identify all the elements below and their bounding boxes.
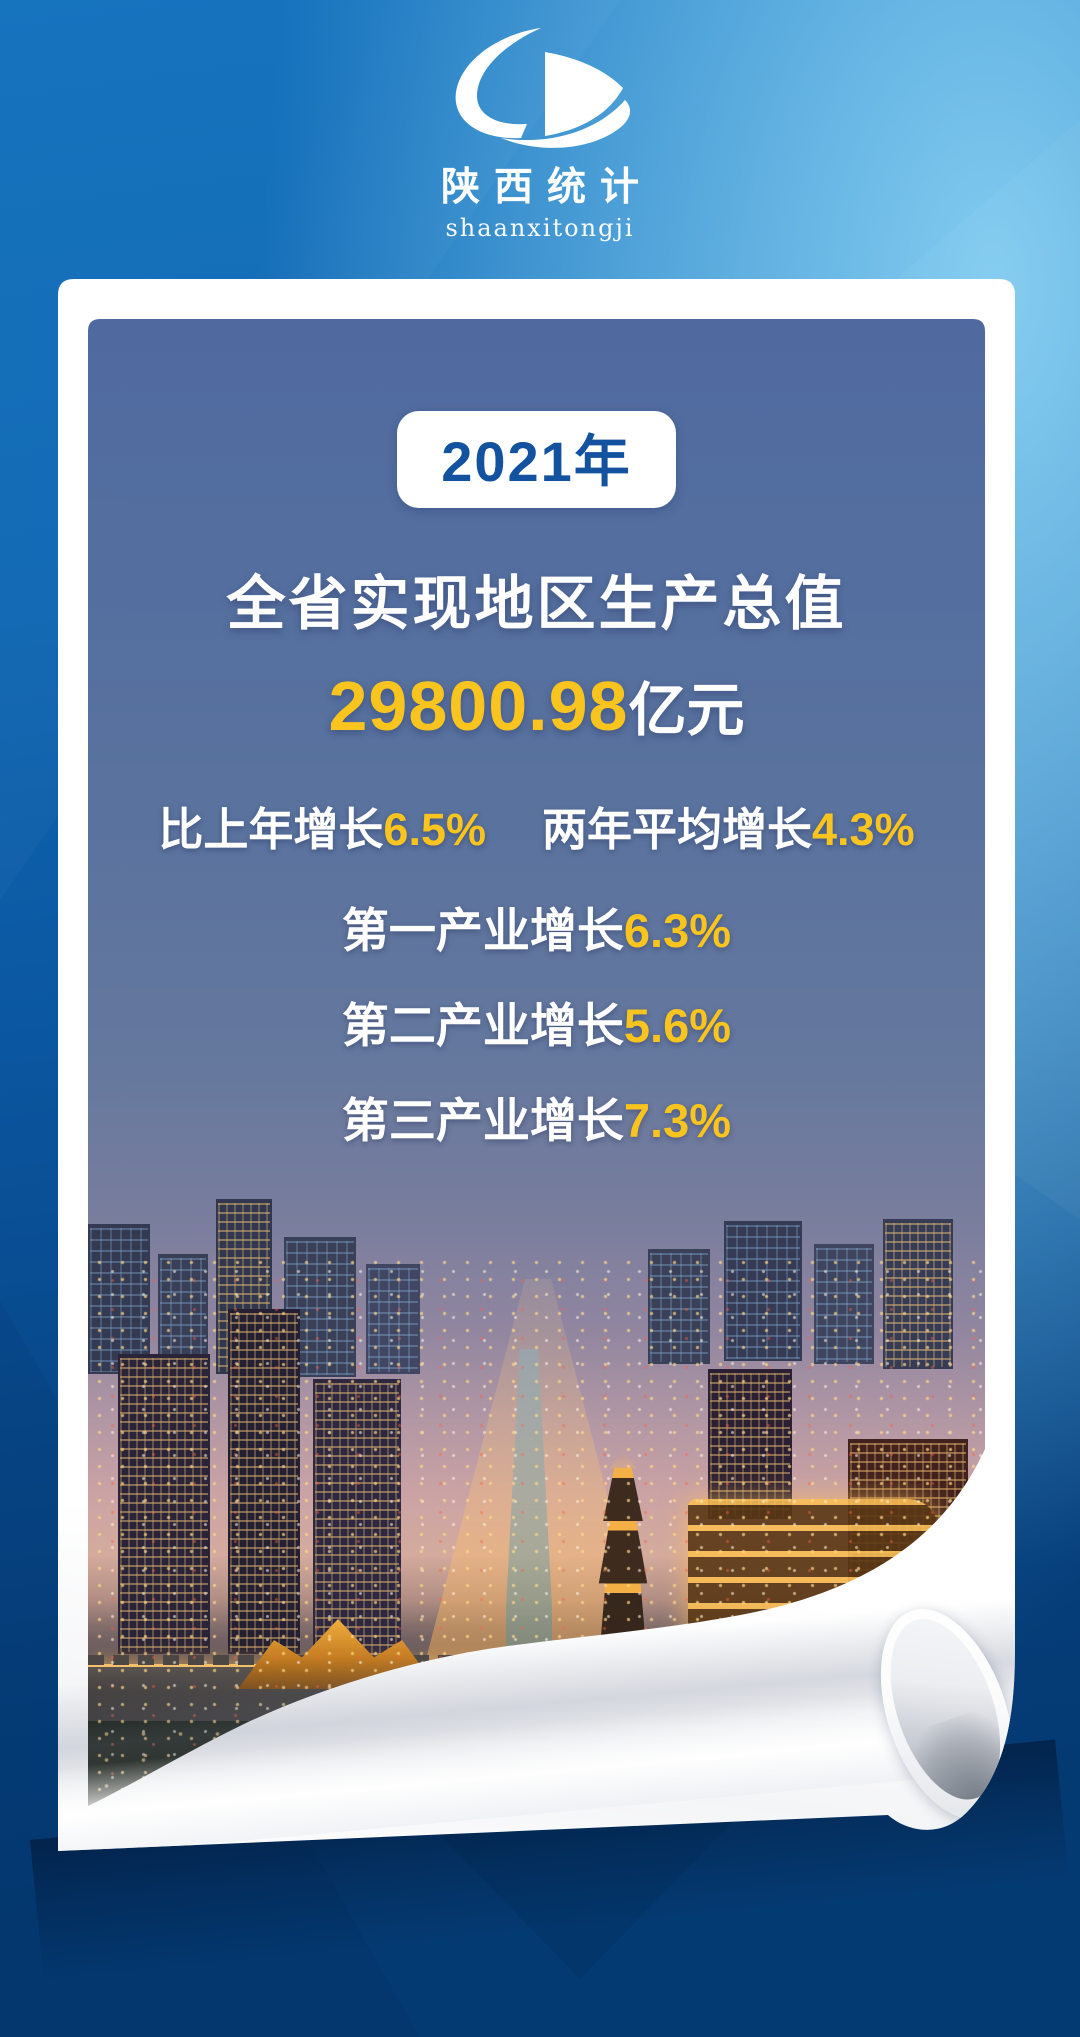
industry-row-secondary: 第二产业增长5.6% bbox=[88, 987, 985, 1056]
yoy-growth: 比上年增长6.5% bbox=[158, 804, 486, 855]
growth-line: 比上年增长6.5% 两年平均增长4.3% bbox=[88, 793, 985, 858]
year-badge: 2021年 bbox=[397, 411, 676, 508]
poster-card: 2021年 全省实现地区生产总值 29800.98亿元 比上年增长6.5% 两年平… bbox=[58, 279, 1015, 1879]
yoy-growth-label: 比上年增长 bbox=[158, 804, 384, 855]
industry-value: 6.3% bbox=[623, 904, 732, 957]
industry-row-tertiary: 第三产业增长7.3% bbox=[88, 1082, 985, 1151]
industry-label: 第三产业增长 bbox=[341, 1094, 624, 1147]
industry-value: 7.3% bbox=[623, 1094, 732, 1147]
brand-name-pinyin: shaanxitongji bbox=[445, 214, 635, 242]
two-year-growth: 两年平均增长4.3% bbox=[542, 804, 915, 855]
brand-name-chinese: 陕西统计 bbox=[440, 164, 653, 210]
poster-content: 2021年 全省实现地区生产总值 29800.98亿元 比上年增长6.5% 两年平… bbox=[88, 319, 985, 1151]
two-year-growth-label: 两年平均增长 bbox=[542, 804, 813, 855]
two-year-growth-value: 4.3% bbox=[812, 804, 915, 855]
industry-label: 第一产业增长 bbox=[341, 904, 624, 957]
industry-row-primary: 第一产业增长6.3% bbox=[88, 892, 985, 961]
yoy-growth-value: 6.5% bbox=[383, 804, 486, 855]
gdp-line: 29800.98亿元 bbox=[88, 663, 985, 747]
poster-headline: 全省实现地区生产总值 bbox=[226, 571, 847, 637]
industry-value: 5.6% bbox=[623, 999, 732, 1052]
brand-header: 陕西统计 shaanxitongji bbox=[0, 26, 1080, 242]
industry-label: 第二产业增长 bbox=[341, 999, 624, 1052]
gdp-unit: 亿元 bbox=[628, 678, 745, 743]
industry-rows: 第一产业增长6.3% 第二产业增长5.6% 第三产业增长7.3% bbox=[88, 892, 985, 1151]
gdp-value: 29800.98 bbox=[328, 667, 629, 745]
city-night-photo: 2021年 全省实现地区生产总值 29800.98亿元 比上年增长6.5% 两年平… bbox=[88, 319, 985, 1808]
shaanxi-statistics-logo-icon bbox=[455, 28, 631, 148]
